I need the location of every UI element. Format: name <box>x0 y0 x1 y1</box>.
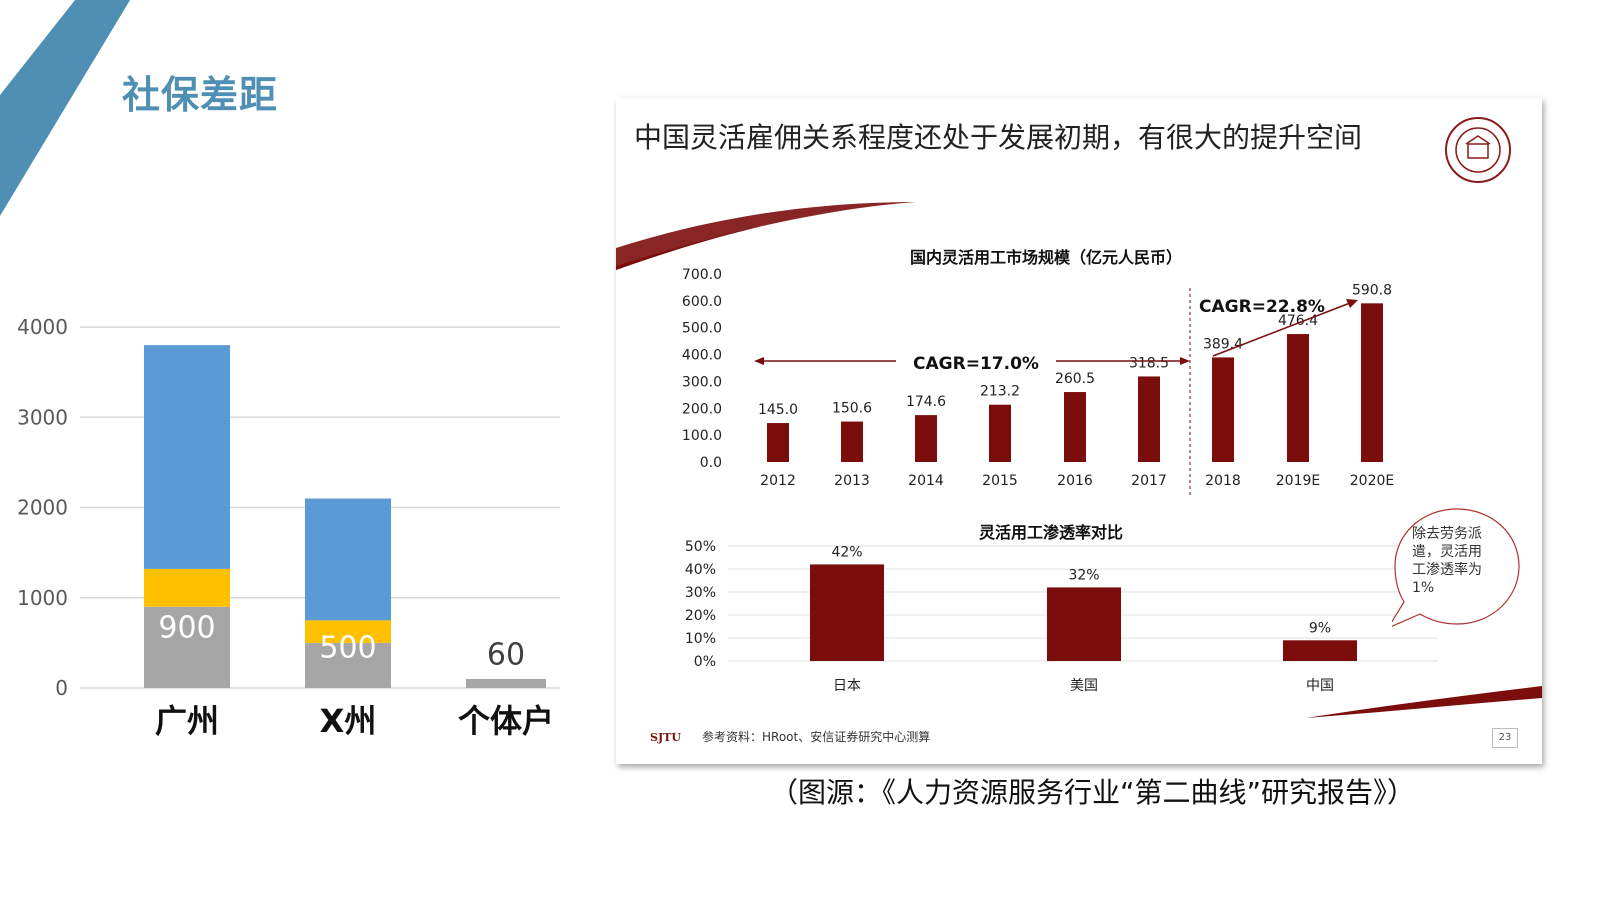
slide-charts: 国内灵活用工市场规模（亿元人民币） 0.0 100.0 200.0 300.0 400.0… <box>682 248 1438 694</box>
corner-decoration <box>0 0 130 216</box>
footer-org: SJTU <box>650 731 681 744</box>
bar <box>1287 334 1309 462</box>
callout-bubble <box>1392 508 1520 627</box>
arrow-head <box>1180 357 1190 365</box>
arrow-head <box>754 357 764 365</box>
y-tick-label: 300.0 <box>682 374 722 390</box>
value-label: 590.8 <box>1352 282 1392 298</box>
y-tick-label: 0% <box>694 654 716 670</box>
data-label: 500 <box>319 630 376 665</box>
bar <box>1138 376 1160 462</box>
y-tick-label: 1000 <box>17 586 68 610</box>
x-tick-label: 2015 <box>982 473 1018 489</box>
y-tick-label: 40% <box>685 562 716 578</box>
cagr-annotation: CAGR=17.0% <box>913 354 1039 374</box>
value-label: 174.6 <box>906 394 946 410</box>
x-tick-label: 2016 <box>1057 473 1093 489</box>
value-label: 476.4 <box>1278 313 1318 329</box>
image-caption: （图源：《人力资源服务行业“第二曲线”研究报告》） <box>770 776 1416 809</box>
y-tick-label: 20% <box>685 608 716 624</box>
bar <box>841 421 863 462</box>
value-label: 150.6 <box>832 401 872 417</box>
cagr-annotation: CAGR=22.8% <box>1199 297 1325 317</box>
y-tick-label: 4000 <box>17 315 68 339</box>
value-label: 213.2 <box>980 384 1020 400</box>
bar-segment <box>305 642 391 688</box>
x-tick-label: 2017 <box>1131 473 1167 489</box>
x-tick-label: 2020E <box>1350 473 1394 489</box>
bar-segment <box>144 345 230 569</box>
y-tick-label: 100.0 <box>682 428 722 444</box>
social-security-chart: 0 1000 2000 3000 4000 900 广州 500 X州 60 个体户 <box>17 315 560 740</box>
slide-title: 中国灵活雇佣关系程度还处于发展初期，有很大的提升空间 <box>634 121 1363 154</box>
data-label: 60 <box>487 638 525 673</box>
x-tick-label: 美国 <box>1070 678 1098 694</box>
bar <box>915 415 937 462</box>
chart-title: 国内灵活用工市场规模（亿元人民币） <box>910 248 1182 267</box>
page-title: 社保差距 <box>122 73 279 117</box>
bar <box>1212 357 1234 462</box>
y-tick-label: 500.0 <box>682 321 722 337</box>
y-tick-label: 0 <box>55 676 68 700</box>
y-tick-label: 200.0 <box>682 401 722 417</box>
slide-swoosh-decoration <box>616 202 1542 718</box>
bar <box>810 564 884 661</box>
value-label: 318.5 <box>1129 355 1169 371</box>
value-label: 42% <box>831 544 862 560</box>
bar-segment <box>305 620 391 643</box>
data-label: 900 <box>158 610 215 645</box>
bar-segment <box>466 678 546 688</box>
bar-segment <box>305 498 391 621</box>
category-label: 广州 <box>155 702 219 740</box>
x-tick-label: 2019E <box>1276 473 1320 489</box>
x-tick-label: 2012 <box>760 473 796 489</box>
arrow-head <box>1346 299 1358 308</box>
y-tick-label: 10% <box>685 631 716 647</box>
x-tick-label: 2014 <box>908 473 944 489</box>
bar-segment <box>144 606 230 688</box>
bar <box>767 423 789 462</box>
x-tick-label: 2013 <box>834 473 870 489</box>
bar <box>989 404 1011 462</box>
y-tick-label: 2000 <box>17 496 68 520</box>
x-tick-label: 2018 <box>1205 473 1241 489</box>
footer-source: 参考资料：HRoot、安信证券研究中心测算 <box>702 730 931 744</box>
page-number: 23 <box>1492 728 1518 748</box>
value-label: 9% <box>1309 620 1331 636</box>
y-tick-label: 600.0 <box>682 294 722 310</box>
bar <box>1361 303 1383 462</box>
value-label: 32% <box>1068 567 1099 583</box>
value-label: 145.0 <box>758 402 798 418</box>
y-tick-label: 400.0 <box>682 348 722 364</box>
cagr-trend-arrow <box>1212 302 1351 357</box>
category-label: X州 <box>320 702 377 740</box>
bar <box>1064 392 1086 462</box>
x-tick-label: 中国 <box>1306 678 1334 694</box>
bar <box>1283 640 1357 661</box>
callout-text: 除去劳务派遣，灵活用工渗透率为1% <box>1412 526 1482 596</box>
report-slide: 中国灵活雇佣关系程度还处于发展初期，有很大的提升空间 国内灵活用工市场规模（亿元… <box>616 98 1542 764</box>
university-seal-icon <box>1445 117 1511 183</box>
y-tick-label: 50% <box>685 539 716 555</box>
y-tick-label: 30% <box>685 585 716 601</box>
bar <box>1047 587 1121 661</box>
category-label: 个体户 <box>458 702 554 740</box>
bar-segment <box>144 568 230 607</box>
chart-title: 灵活用工渗透率对比 <box>979 523 1123 542</box>
y-tick-label: 0.0 <box>700 455 722 471</box>
y-tick-label: 700.0 <box>682 267 722 283</box>
x-tick-label: 日本 <box>833 678 861 694</box>
y-tick-label: 3000 <box>17 405 68 429</box>
value-label: 389.4 <box>1203 336 1243 352</box>
value-label: 260.5 <box>1055 371 1095 387</box>
